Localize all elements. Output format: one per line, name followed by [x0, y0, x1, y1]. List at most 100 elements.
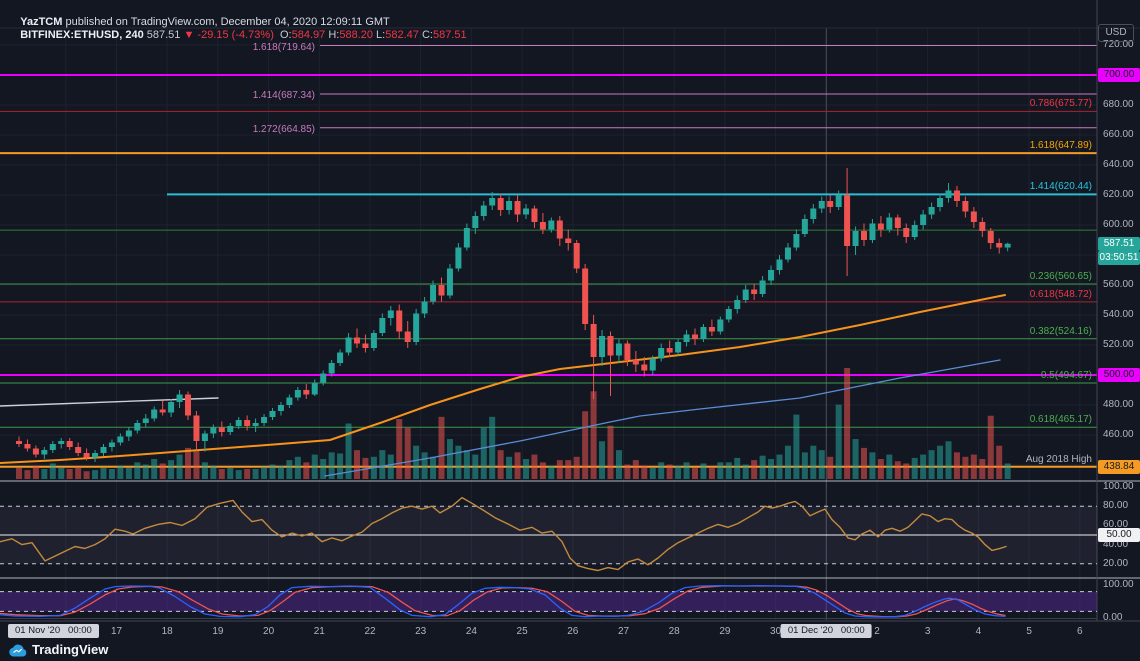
volume-bar: [117, 465, 124, 479]
price-tick-label: 600.00: [1103, 219, 1134, 230]
volume-bar: [658, 462, 665, 479]
volume-bar: [277, 465, 284, 479]
candle-body: [58, 441, 65, 444]
candle-body: [438, 285, 445, 296]
volume-bar: [996, 445, 1003, 479]
candle-body: [168, 402, 175, 413]
volume-bar: [176, 454, 183, 479]
candle-body: [303, 390, 310, 395]
candle-body: [446, 268, 453, 296]
volume-bar: [632, 460, 639, 479]
price-badge: 587.51: [1098, 236, 1140, 251]
candle-body: [590, 324, 597, 357]
low-value: 582.47: [385, 29, 419, 41]
tradingview-logo[interactable]: TradingView: [8, 642, 108, 657]
candle-body: [903, 228, 910, 237]
price-tick-label: 480.00: [1103, 399, 1134, 410]
volume-bar: [700, 463, 707, 479]
volume-bar: [269, 464, 276, 479]
currency-axis-button[interactable]: USD: [1098, 24, 1134, 42]
time-tick-label: 6: [1077, 626, 1083, 637]
volume-bar: [776, 454, 783, 479]
candle-body: [210, 427, 217, 434]
volume-bar: [201, 462, 208, 479]
volume-bar: [768, 459, 775, 479]
symbol-legend[interactable]: BITFINEX:ETHUSD, 240 587.51 ▼ -29.15 (-4…: [8, 17, 466, 53]
candle-body: [759, 280, 766, 294]
fib-level-label: 1.272(664.85): [252, 123, 315, 135]
candle-body: [337, 352, 344, 363]
time-tick-label: 26: [567, 626, 579, 637]
volume-bar: [379, 450, 386, 479]
time-axis-date-badge: 01 Nov '20 00:00: [8, 624, 99, 638]
volume-bar: [142, 464, 149, 479]
candle-body: [852, 231, 859, 246]
fib-level-label: 0.5(494.67): [1040, 369, 1092, 381]
volume-bar: [539, 462, 546, 479]
candle-body: [421, 301, 428, 314]
candle-body: [776, 259, 783, 270]
volume-bar: [185, 447, 191, 479]
candle-body: [911, 225, 918, 237]
time-tick-label: 5: [1026, 626, 1032, 637]
price-tick-label: 80.00: [1103, 500, 1129, 512]
time-tick-label: 23: [415, 626, 427, 637]
volume-bar: [903, 463, 910, 479]
volume-bar: [108, 469, 115, 479]
price-tick-label: 40.00: [1103, 538, 1129, 550]
price-tick-label: 680.00: [1103, 99, 1134, 110]
volume-bar: [328, 452, 335, 479]
volume-bar: [818, 450, 825, 479]
price-badge: 500.00: [1098, 368, 1140, 382]
fib-level-label: 0.236(560.65): [1029, 271, 1092, 283]
candle-body: [497, 198, 504, 210]
volume-bar: [311, 454, 318, 479]
volume-bar: [894, 461, 901, 479]
time-tick-label: 22: [364, 626, 376, 637]
volume-bar: [734, 457, 741, 479]
volume-bar: [810, 445, 817, 479]
candle-body: [548, 220, 555, 230]
volume-bar: [227, 467, 234, 479]
candle-body: [953, 190, 960, 201]
volume-bar: [844, 368, 851, 479]
candle-body: [404, 331, 411, 342]
candle-body: [582, 268, 589, 324]
volume-bar: [210, 465, 217, 479]
countdown-badge: 03:50:51: [1098, 251, 1140, 265]
volume-bar: [252, 469, 259, 479]
candle-body: [41, 450, 48, 455]
volume-bar: [472, 454, 479, 479]
price-badge: 438.84: [1098, 459, 1140, 474]
low-label: L:: [376, 29, 386, 41]
volume-bar: [666, 464, 673, 479]
volume-bar: [430, 456, 437, 479]
candle-body: [768, 270, 775, 281]
volume-bar: [590, 391, 597, 479]
candle-body: [370, 333, 377, 348]
volume-bar: [337, 453, 344, 479]
candle-body: [970, 211, 977, 222]
open-value: 584.97: [291, 29, 326, 41]
candle-body: [134, 423, 141, 431]
time-tick-label: 17: [110, 626, 123, 637]
rsi-mid-badge: 50.00: [1098, 528, 1140, 542]
candle-body: [354, 337, 360, 344]
candle-body: [793, 234, 800, 248]
volume-bar: [320, 459, 327, 479]
candle-body: [277, 405, 284, 411]
candle-body: [531, 208, 538, 222]
candle-body: [396, 310, 403, 332]
time-tick-label: 21: [313, 626, 325, 637]
candle-body: [979, 222, 986, 231]
candle-body: [920, 214, 927, 225]
candle-body: [430, 285, 437, 302]
candle-body: [201, 433, 208, 441]
candle-body: [784, 247, 791, 260]
volume-bar: [582, 411, 589, 479]
candle-body: [945, 190, 952, 198]
candle-body: [125, 430, 132, 437]
fib-level-label: 1.414(687.34): [252, 89, 315, 101]
volume-bar: [286, 460, 293, 479]
